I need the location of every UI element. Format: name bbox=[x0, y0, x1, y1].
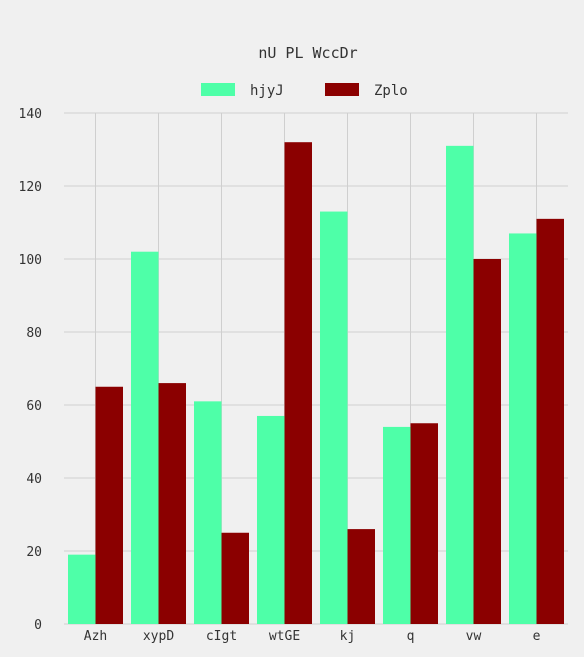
y-tick-label: 120 bbox=[19, 180, 42, 195]
bar-hjyj-azh bbox=[68, 554, 96, 624]
y-tick-label: 140 bbox=[19, 107, 42, 122]
legend-label-hjyj: hjyJ bbox=[250, 83, 284, 99]
bar-hjyj-wtge bbox=[257, 415, 285, 624]
x-tick-label: xypD bbox=[143, 629, 174, 644]
legend: hjyJ Zplo bbox=[201, 83, 408, 99]
y-tick-label: 80 bbox=[26, 326, 42, 341]
x-tick-label: wtGE bbox=[269, 629, 300, 644]
bar-hjyj-q bbox=[383, 426, 411, 624]
x-tick-label: vw bbox=[466, 629, 482, 644]
x-tick-label: e bbox=[533, 629, 541, 644]
bar-hjyj-xypd bbox=[131, 251, 159, 624]
legend-swatch-zplo bbox=[325, 83, 359, 96]
y-tick-label: 100 bbox=[19, 253, 42, 268]
bar-zplo-xypd bbox=[158, 383, 186, 624]
y-tick-label: 60 bbox=[26, 399, 42, 414]
x-tick-label: cIgt bbox=[206, 629, 237, 644]
bar-hjyj-e bbox=[509, 233, 537, 624]
bar-zplo-q bbox=[410, 423, 438, 624]
bar-hjyj-cigt bbox=[194, 401, 222, 624]
bar-hjyj-kj bbox=[320, 211, 348, 625]
x-tick-label: q bbox=[407, 629, 415, 644]
bar-zplo-azh bbox=[95, 386, 123, 624]
x-tick-label: kj bbox=[340, 629, 356, 644]
x-axis-ticks: Azh xypD cIgt wtGE kj q vw e bbox=[84, 629, 541, 644]
y-axis-ticks: 0 20 40 60 80 100 120 140 bbox=[19, 107, 42, 633]
bar-zplo-wtge bbox=[284, 142, 312, 624]
legend-swatch-hjyj bbox=[201, 83, 235, 96]
y-tick-label: 20 bbox=[26, 545, 42, 560]
bar-zplo-kj bbox=[347, 529, 375, 624]
bar-zplo-e bbox=[536, 218, 564, 624]
legend-label-zplo: Zplo bbox=[374, 83, 408, 99]
y-tick-label: 40 bbox=[26, 472, 42, 487]
x-tick-label: Azh bbox=[84, 629, 107, 644]
bar-zplo-vw bbox=[473, 259, 501, 624]
bars bbox=[68, 142, 564, 625]
chart-title: nU PL WccDr bbox=[258, 44, 357, 62]
bar-hjyj-vw bbox=[446, 145, 474, 624]
bar-zplo-cigt bbox=[221, 532, 249, 624]
y-tick-label: 0 bbox=[34, 618, 42, 633]
